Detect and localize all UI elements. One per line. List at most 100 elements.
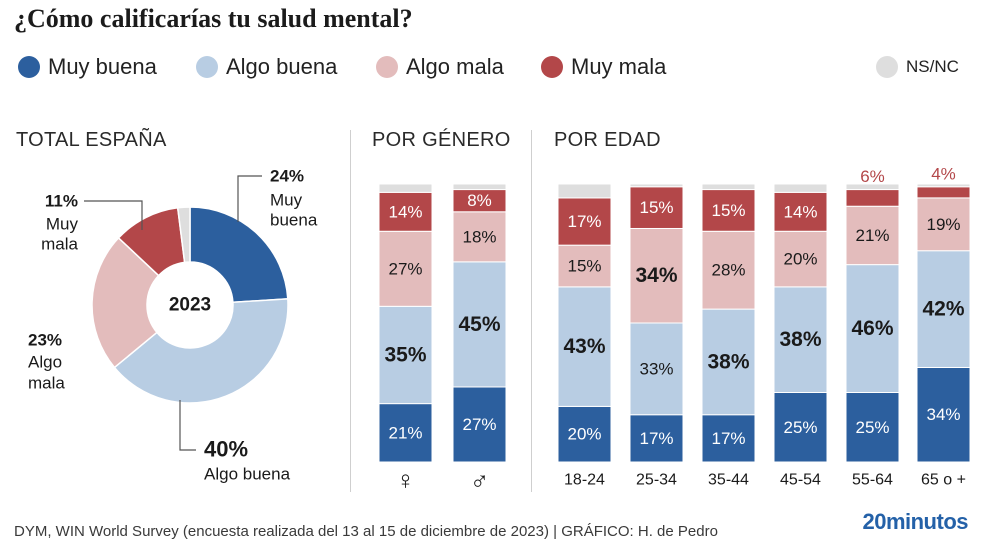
edad-category-2: 35-44 xyxy=(708,472,749,489)
pie-value-muy-mala: 11% xyxy=(45,192,78,211)
edad-bar-1-muy-buena xyxy=(629,414,684,463)
genero-bar-0-algo-buena xyxy=(378,305,433,405)
legend-label-algo-mala: Algo mala xyxy=(406,54,504,79)
pie-slice-0 xyxy=(189,206,289,304)
edad-bar-5-algo-mala xyxy=(916,197,971,252)
edad-category-1: 25-34 xyxy=(636,472,677,489)
genero-bar-1-muy-buena xyxy=(452,386,507,463)
genero-label-1-2: 18% xyxy=(462,227,496,246)
edad-label-0-1: 43% xyxy=(563,335,605,358)
edad-bar-2-ns-nc xyxy=(701,183,756,191)
edad-label-0-3: 17% xyxy=(567,212,601,231)
genero-label-0-0: 21% xyxy=(388,423,422,442)
edad-label-5-3: 4% xyxy=(931,164,956,183)
pie-value-algo-mala: 23% xyxy=(28,331,62,350)
edad-category-0: 18-24 xyxy=(564,472,605,489)
edad-label-2-3: 15% xyxy=(711,201,745,220)
edad-bar-2-muy-mala xyxy=(701,189,756,232)
legend-item-muy-mala: Muy mala xyxy=(541,54,666,80)
brand-number: 20 xyxy=(862,509,886,534)
edad-label-2-0: 17% xyxy=(711,429,745,448)
brand-logo: 20minutos xyxy=(862,509,968,535)
genero-label-1-1: 45% xyxy=(458,313,500,336)
legend-swatch-algo-mala xyxy=(376,56,398,78)
pie-name-muy-mala-line1: Muy xyxy=(46,215,79,234)
genero-bar-0-muy-buena xyxy=(378,403,433,463)
edad-label-3-0: 25% xyxy=(783,418,817,437)
edad-bar-4-algo-buena xyxy=(845,264,900,393)
pie-slice-4 xyxy=(176,206,191,264)
pie-name-muy-buena-line2: buena xyxy=(270,211,318,230)
edad-bar-0-ns-nc xyxy=(557,183,612,199)
genero-label-1-3: 8% xyxy=(467,191,492,210)
genero-category-1: ♂ xyxy=(470,465,490,495)
edad-bar-5-muy-mala xyxy=(916,186,971,199)
legend-label-nsnc: NS/NC xyxy=(906,57,959,76)
edad-category-3: 45-54 xyxy=(780,472,821,489)
edad-bar-5-muy-buena xyxy=(916,366,971,463)
legend-item-algo-mala: Algo mala xyxy=(376,54,504,80)
edad-category-5: 65 o + xyxy=(921,472,966,489)
edad-label-4-1: 46% xyxy=(851,317,893,340)
edad-bar-3-algo-buena xyxy=(773,286,828,393)
edad-category-4: 55-64 xyxy=(852,472,893,489)
edad-label-0-2: 15% xyxy=(567,257,601,276)
edad-label-2-1: 38% xyxy=(707,350,749,373)
pie-center-label: 2023 xyxy=(169,295,211,316)
legend-swatch-algo-buena xyxy=(196,56,218,78)
edad-bar-1-algo-mala xyxy=(629,227,684,324)
edad-bar-4-muy-mala xyxy=(845,189,900,207)
brand-text: minutos xyxy=(885,509,969,534)
pie-name-algo-mala-line1: Algo xyxy=(28,353,62,372)
edad-label-5-0: 34% xyxy=(926,405,960,424)
edad-label-0-0: 20% xyxy=(567,425,601,444)
section-title-genero: POR GÉNERO xyxy=(372,129,511,151)
edad-bar-3-ns-nc xyxy=(773,183,828,193)
section-divider-1 xyxy=(350,130,351,492)
pie-name-algo-mala-line2: mala xyxy=(28,374,65,393)
edad-label-5-2: 19% xyxy=(926,215,960,234)
edad-bar-3-muy-mala xyxy=(773,191,828,232)
legend-label-muy-mala: Muy mala xyxy=(571,54,667,79)
genero-label-0-2: 27% xyxy=(388,259,422,278)
legend-swatch-nsnc xyxy=(876,56,898,78)
edad-label-1-0: 17% xyxy=(639,429,673,448)
edad-bar-4-muy-buena xyxy=(845,392,900,463)
edad-label-4-2: 21% xyxy=(855,226,889,245)
edad-bar-1-ns-nc xyxy=(629,183,684,188)
chart-title: ¿Cómo calificarías tu salud mental? xyxy=(14,4,413,33)
edad-bar-0-muy-buena xyxy=(557,405,612,463)
genero-bar-1-algo-mala xyxy=(452,211,507,263)
edad-label-1-3: 15% xyxy=(639,198,673,217)
legend-item-nsnc: NS/NC xyxy=(876,56,959,78)
edad-bar-0-algo-mala xyxy=(557,244,612,288)
edad-bar-1-algo-buena xyxy=(629,322,684,416)
pie-slice-1 xyxy=(113,298,289,404)
pie-leader-algo-buena xyxy=(179,400,196,451)
edad-label-3-2: 20% xyxy=(783,250,817,269)
pie-name-muy-buena-line1: Muy xyxy=(270,191,303,210)
edad-bar-0-algo-buena xyxy=(557,286,612,407)
genero-bar-0-ns-nc xyxy=(378,183,433,193)
edad-label-2-2: 28% xyxy=(711,261,745,280)
edad-label-4-0: 25% xyxy=(855,418,889,437)
edad-label-1-2: 34% xyxy=(635,264,677,287)
pie-leader-muy-mala xyxy=(84,200,143,230)
edad-label-3-1: 38% xyxy=(779,328,821,351)
legend-label-algo-buena: Algo buena xyxy=(226,54,338,79)
pie-name-muy-mala-line2: mala xyxy=(41,235,78,254)
edad-label-5-1: 42% xyxy=(922,298,964,321)
legend-label-muy-buena: Muy buena xyxy=(48,54,157,79)
genero-label-0-1: 35% xyxy=(384,343,426,366)
legend-swatch-muy-mala xyxy=(541,56,563,78)
edad-bar-3-algo-mala xyxy=(773,230,828,288)
edad-bar-2-muy-buena xyxy=(701,414,756,463)
edad-bar-4-ns-nc xyxy=(845,183,900,191)
genero-bar-1-algo-buena xyxy=(452,261,507,388)
genero-category-0: ♀ xyxy=(396,465,416,495)
pie-leader-muy-buena xyxy=(237,175,262,222)
legend-item-muy-buena: Muy buena xyxy=(18,54,157,80)
pie-slice-2 xyxy=(91,236,160,369)
edad-label-1-1: 33% xyxy=(639,359,673,378)
pie-value-algo-buena: 40% xyxy=(204,437,248,462)
